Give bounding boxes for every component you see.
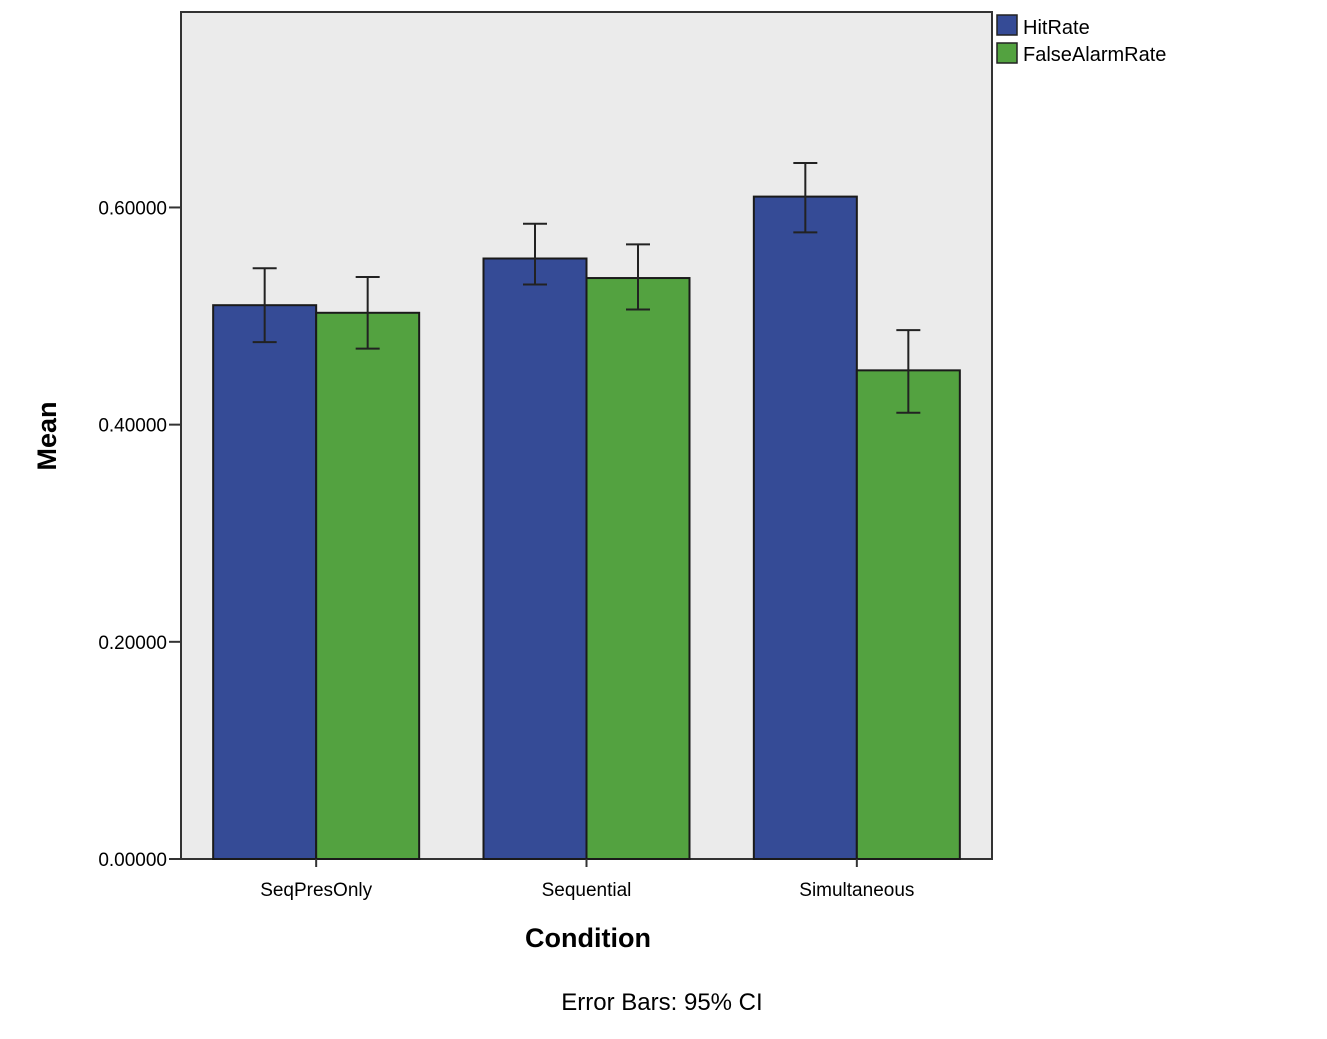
x-tick-label-seqpresonly: SeqPresOnly <box>260 880 372 901</box>
legend-label-falsealarmrate: FalseAlarmRate <box>1023 44 1166 66</box>
bar-falsealarmrate-seqpresonly <box>315 311 421 860</box>
x-axis: SeqPresOnly Sequential Simultaneous <box>260 859 914 901</box>
bar-falsealarmrate-sequential <box>585 277 691 860</box>
error-bars-group <box>252 161 921 414</box>
x-axis-title: Condition <box>525 923 651 953</box>
legend-swatch-falsealarmrate <box>996 42 1018 64</box>
legend-swatch-hitrate <box>996 14 1018 36</box>
x-tick-label-simultaneous: Simultaneous <box>799 880 914 901</box>
legend: HitRate FalseAlarmRate <box>996 14 1166 66</box>
error-bar-falsealarmrate-sequential <box>626 243 650 311</box>
y-tick-label-3: 0.60000 <box>98 198 167 219</box>
bars-group <box>212 195 961 861</box>
error-bar-falsealarmrate-simultaneous <box>896 329 921 414</box>
error-bar-falsealarmrate-seqpresonly <box>355 275 380 350</box>
legend-label-hitrate: HitRate <box>1023 17 1090 39</box>
x-tick-label-sequential: Sequential <box>542 880 632 901</box>
error-bar-hitrate-seqpresonly <box>252 267 277 344</box>
bar-hitrate-sequential <box>482 257 588 860</box>
bar-hitrate-simultaneous <box>752 195 858 861</box>
error-bar-hitrate-sequential <box>523 222 547 286</box>
y-tick-label-2: 0.40000 <box>98 416 167 437</box>
bar-falsealarmrate-simultaneous <box>855 369 961 860</box>
error-bars-note: Error Bars: 95% CI <box>561 989 762 1016</box>
bar-hitrate-seqpresonly <box>212 304 318 860</box>
error-bar-hitrate-simultaneous <box>793 161 818 234</box>
y-axis-title: Mean <box>32 401 62 470</box>
y-tick-label-1: 0.20000 <box>98 633 167 654</box>
y-axis: 0.00000 0.20000 0.40000 0.60000 <box>98 198 181 871</box>
y-tick-label-0: 0.00000 <box>98 850 167 871</box>
